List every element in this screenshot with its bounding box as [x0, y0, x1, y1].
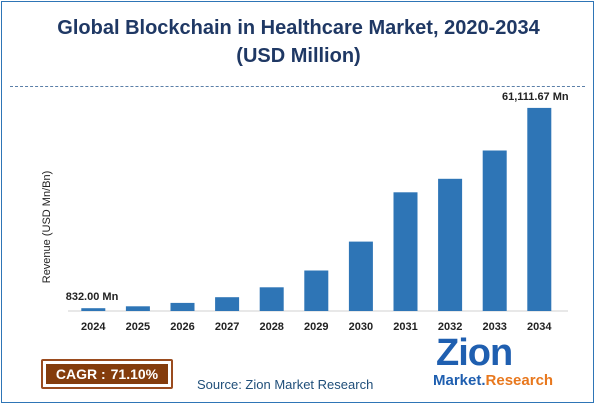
chart-title-line2: (USD Million)	[236, 45, 361, 67]
x-tick-2030: 2030	[349, 321, 373, 333]
bar-2024	[81, 308, 106, 311]
bar-2032	[438, 178, 463, 311]
x-tick-2029: 2029	[304, 321, 328, 333]
bar-2033	[482, 150, 507, 311]
bar-2028	[259, 287, 284, 311]
logo-tagline-market: Market.	[433, 372, 486, 389]
x-tick-2034: 2034	[527, 321, 552, 333]
x-tick-2027: 2027	[215, 321, 239, 333]
cagr-label: CAGR :	[55, 366, 106, 382]
x-tick-2024: 2024	[81, 321, 106, 333]
source-note: Source: Zion Market Research	[197, 377, 374, 392]
bar-2029	[304, 270, 329, 311]
x-tick-2031: 2031	[393, 321, 417, 333]
logo-brand: Zion	[436, 332, 513, 374]
x-tick-2026: 2026	[170, 321, 194, 333]
data-labels: 832.00 Mn 61,111.67 Mn	[66, 91, 569, 303]
title-divider	[10, 86, 585, 87]
x-tick-2033: 2033	[482, 321, 506, 333]
bar-2026	[170, 302, 195, 311]
bar-2030	[348, 241, 373, 311]
chart-title-line1: Global Blockchain in Healthcare Market, …	[57, 17, 540, 39]
logo-tagline: Market.Research	[433, 372, 553, 389]
x-tick-2028: 2028	[259, 321, 283, 333]
bar-2027	[215, 297, 240, 311]
cagr-value: 71.10%	[110, 366, 159, 382]
x-tick-2025: 2025	[126, 321, 150, 333]
bar-2025	[125, 306, 150, 311]
x-tick-2032: 2032	[438, 321, 462, 333]
logo-tagline-research: Research	[485, 372, 554, 389]
cagr-badge: CAGR : 71.10%	[41, 359, 173, 389]
zion-logo: Zion Market.Research	[431, 332, 555, 394]
chart-title: Global Blockchain in Healthcare Market, …	[0, 14, 597, 70]
data-label-first: 832.00 Mn	[66, 291, 119, 303]
bar-2034	[527, 107, 552, 312]
bar-series	[81, 107, 552, 312]
x-tick-labels: 2024 2025 2026 2027 2028 2029 2030 2031 2032 2033…	[81, 321, 552, 333]
bar-2031	[393, 192, 418, 311]
data-label-last: 61,111.67 Mn	[502, 91, 569, 103]
